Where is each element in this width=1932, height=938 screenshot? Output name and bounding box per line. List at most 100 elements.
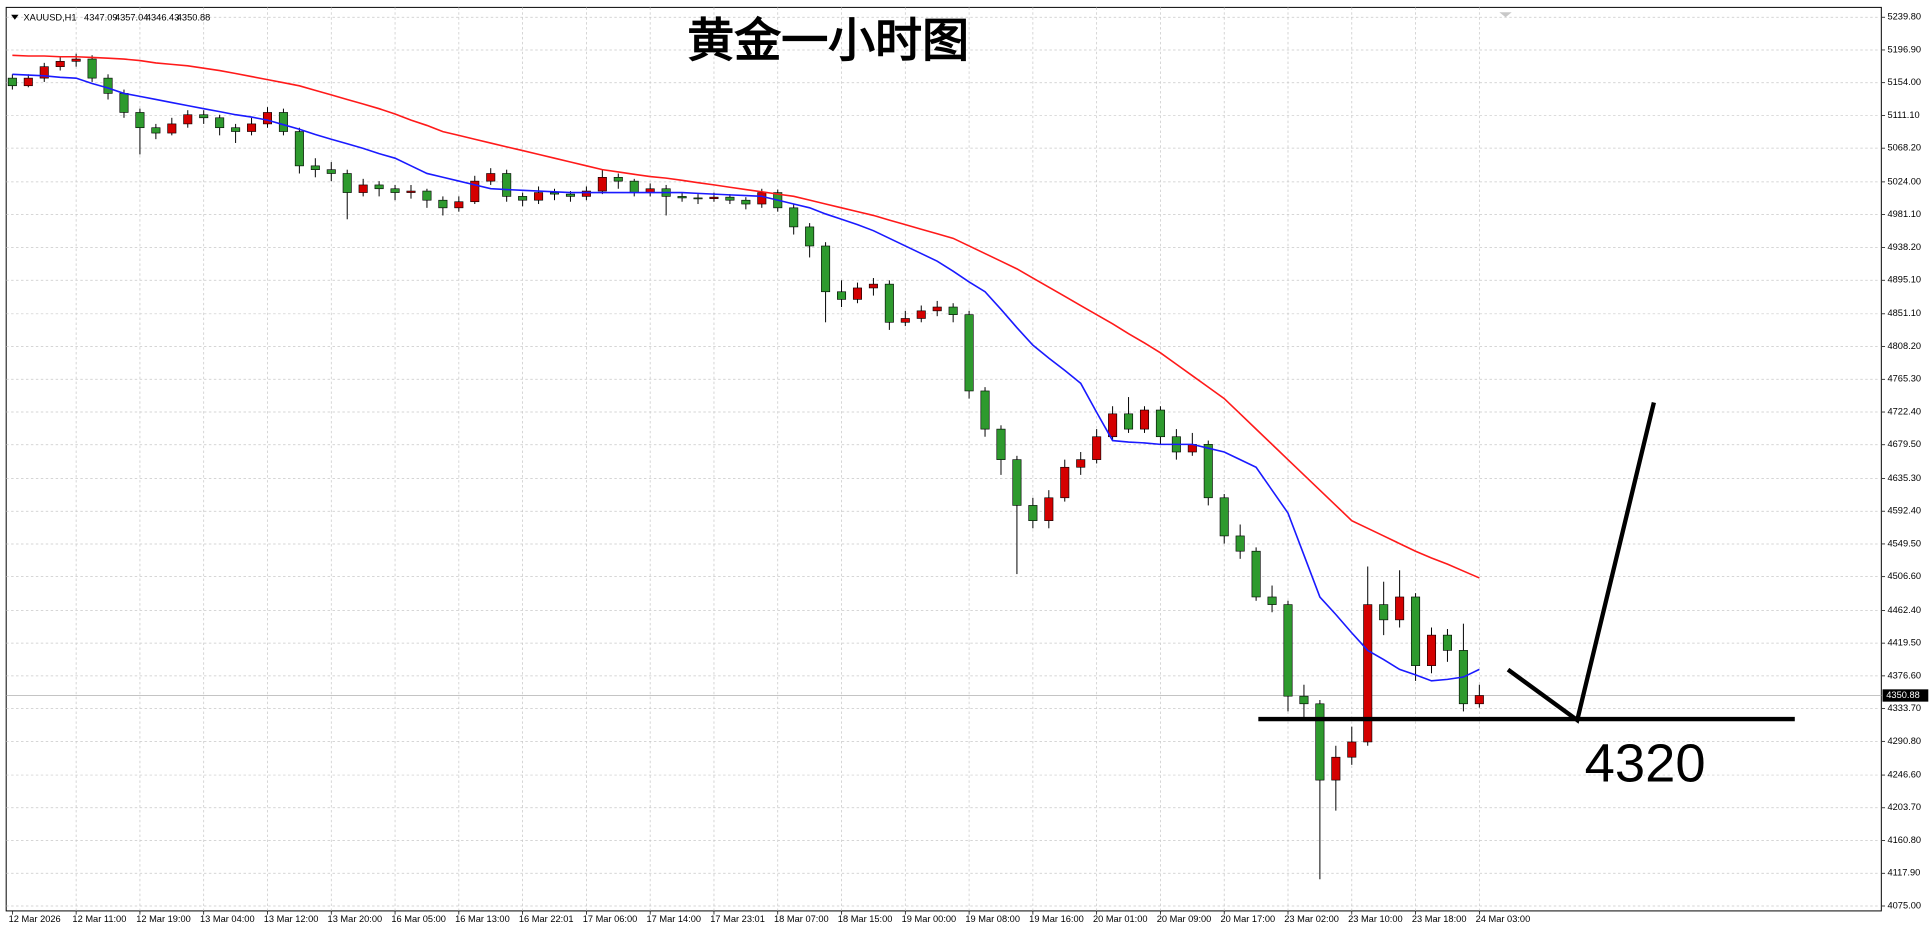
candle-body xyxy=(294,131,304,167)
candle-body xyxy=(948,306,958,315)
x-tick-label: 23 Mar 02:00 xyxy=(1284,914,1339,924)
candle-body xyxy=(1283,604,1293,697)
candle-body xyxy=(71,58,81,62)
moving-average-line xyxy=(12,73,1480,682)
x-tick-label: 20 Mar 17:00 xyxy=(1221,914,1276,924)
y-tick-label: 5239.80 xyxy=(1888,12,1922,22)
candle-body xyxy=(1203,444,1213,499)
candle-body xyxy=(1267,596,1277,605)
candle-body xyxy=(1155,409,1165,438)
candle-body xyxy=(422,190,432,201)
candle-body xyxy=(390,188,400,193)
y-tick-label: 4117.90 xyxy=(1888,868,1921,878)
y-tick-label: 5111.10 xyxy=(1888,110,1920,120)
candle-body xyxy=(326,169,336,174)
x-tick-label: 19 Mar 08:00 xyxy=(965,914,1020,924)
y-tick-label: 4203.70 xyxy=(1888,802,1922,812)
candle-body xyxy=(518,196,528,201)
grid: 5239.80 5196.90 5154.00 5111.10 5068.20 5024.… xyxy=(6,7,1921,924)
candle-body xyxy=(1139,409,1150,430)
candle-body xyxy=(1315,703,1325,781)
candle-body xyxy=(23,77,33,87)
candle-body xyxy=(868,283,878,289)
y-tick-label: 4635.30 xyxy=(1888,473,1922,483)
candle-body xyxy=(1076,459,1086,468)
candle-body xyxy=(1442,634,1452,651)
candle-body xyxy=(1363,604,1373,743)
x-tick-label: 13 Mar 12:00 xyxy=(264,914,319,924)
candle-body xyxy=(1395,596,1405,621)
candle-body xyxy=(980,390,990,430)
x-tick-label: 18 Mar 15:00 xyxy=(838,914,893,924)
candle-body xyxy=(1092,436,1102,460)
marks: 4350.88 xyxy=(6,53,1929,880)
candle-body xyxy=(262,112,273,125)
candle-body xyxy=(1299,695,1309,705)
shift-marker xyxy=(1499,12,1512,18)
x-tick-label: 17 Mar 23:01 xyxy=(710,914,765,924)
x-tick-label: 20 Mar 09:00 xyxy=(1157,914,1212,924)
candle-body xyxy=(1426,634,1437,666)
candle-body xyxy=(1219,497,1229,537)
x-tick-label: 17 Mar 14:00 xyxy=(646,914,701,924)
candle-body xyxy=(597,177,607,192)
x-tick-label: 16 Mar 22:01 xyxy=(519,914,574,924)
ohlc-value: 4347.09 xyxy=(84,12,118,22)
candle-body xyxy=(199,114,209,119)
y-tick-label: 4765.30 xyxy=(1888,374,1922,384)
candle-body xyxy=(502,173,512,197)
symbol-label: XAUUSD,H1 xyxy=(23,12,76,22)
x-tick-label: 13 Mar 20:00 xyxy=(328,914,383,924)
candle-body xyxy=(215,117,225,129)
x-tick-label: 12 Mar 19:00 xyxy=(136,914,191,924)
candle-body xyxy=(454,201,464,209)
candle-body xyxy=(278,112,288,132)
candle-body xyxy=(900,318,910,323)
candle-body xyxy=(964,314,974,392)
candle-body xyxy=(1235,535,1245,552)
candle-body xyxy=(119,93,129,113)
chart-title: 黄金一小时图 xyxy=(687,15,969,67)
moving-average-line xyxy=(12,54,1480,579)
candle-body xyxy=(757,192,767,205)
candle-body xyxy=(789,207,799,228)
y-tick-label: 4290.80 xyxy=(1888,736,1922,746)
x-tick-label: 16 Mar 13:00 xyxy=(455,914,510,924)
candle-body xyxy=(549,192,560,195)
y-tick-label: 4679.50 xyxy=(1888,439,1922,449)
ohlc-value: 4357.04 xyxy=(115,12,149,22)
y-tick-label: 4419.50 xyxy=(1888,638,1922,648)
y-tick-label: 4333.70 xyxy=(1888,703,1922,713)
candle-body xyxy=(1044,497,1054,521)
candle-body xyxy=(103,77,113,94)
candle-body xyxy=(1251,550,1261,598)
candle-body xyxy=(342,173,352,193)
candle-body xyxy=(247,123,257,132)
x-tick-label: 19 Mar 00:00 xyxy=(902,914,957,924)
y-tick-label: 4549.50 xyxy=(1888,538,1922,548)
y-tick-label: 4851.10 xyxy=(1888,308,1922,318)
candle-body xyxy=(996,428,1006,460)
candle-body xyxy=(1028,505,1038,521)
candle-body xyxy=(231,127,241,132)
candle-body xyxy=(709,196,719,199)
candle-body xyxy=(470,180,480,203)
candle-body xyxy=(374,184,384,190)
plot-frame xyxy=(5,6,1882,912)
candle-body xyxy=(151,127,161,134)
candle-body xyxy=(852,287,862,300)
current-price-label: 4350.88 xyxy=(1886,690,1920,700)
y-tick-label: 5068.20 xyxy=(1888,143,1922,153)
candle-body xyxy=(1379,604,1389,621)
candle-body xyxy=(486,173,496,182)
candle-body xyxy=(7,77,17,87)
ohlc-value: 4350.88 xyxy=(177,12,211,22)
y-tick-label: 5154.00 xyxy=(1888,77,1922,87)
y-tick-label: 4895.10 xyxy=(1888,275,1922,285)
y-tick-label: 4592.40 xyxy=(1888,506,1922,516)
candle-body xyxy=(358,184,368,193)
